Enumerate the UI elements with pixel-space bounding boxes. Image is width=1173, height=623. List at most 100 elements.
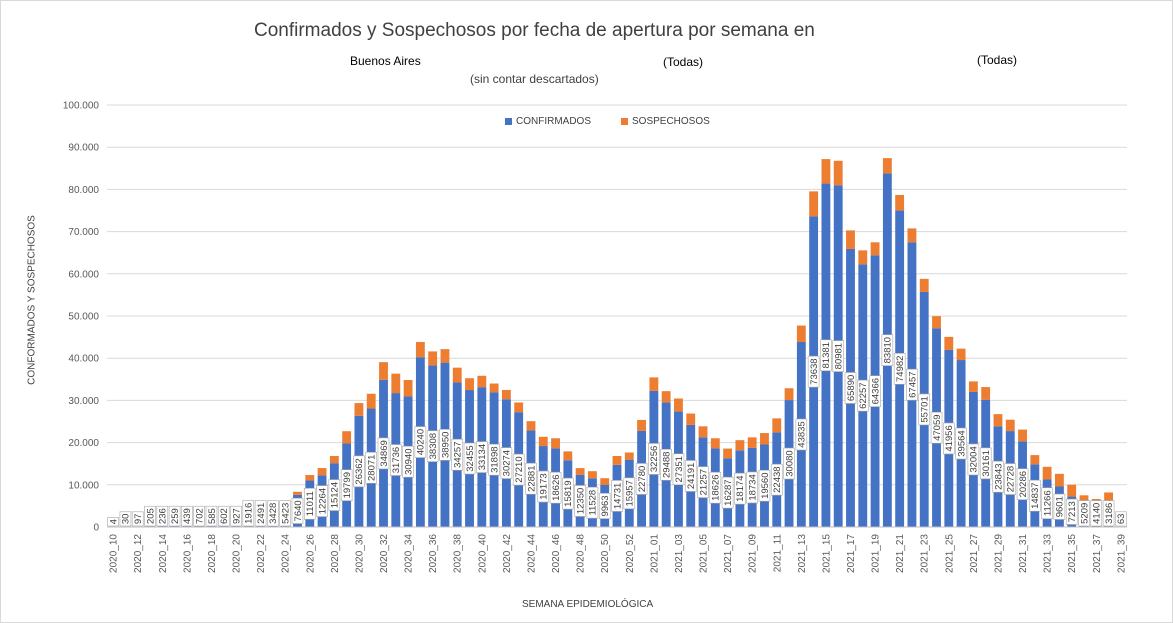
data-label-box [734,472,746,505]
y-tick-label: 90.000 [68,143,99,154]
x-tick-label: 2020_40 [477,534,488,573]
data-label: 5209 [1078,500,1090,527]
x-tick-label: 2020_34 [404,534,415,573]
data-label-box [648,443,660,475]
x-tick-label: 2021_39 [1116,534,1127,573]
data-label: 18734 [746,471,758,504]
data-label: 20286 [1016,468,1029,500]
bar-sospechosos [624,452,634,460]
data-label-text: 67457 [907,371,918,397]
data-label-text: 7213 [1067,501,1078,522]
data-label: 33134 [476,441,488,473]
x-tick-label: 2021_09 [748,534,759,573]
data-label: 32455 [463,442,476,475]
data-label: 97 [131,511,144,527]
bar-sospechosos [637,419,647,431]
data-label-text: 3186 [1104,503,1115,524]
bar-sospechosos [1067,484,1077,497]
data-label-box [537,470,550,503]
x-tick-label: 2020_28 [330,534,341,573]
y-tick-label: 100.000 [63,101,100,112]
data-label-text: 43835 [797,421,808,447]
data-label-text: 29488 [661,452,672,478]
data-label: 19560 [758,469,771,502]
data-label: 205 [144,505,156,527]
data-label-text: 19173 [539,473,550,499]
x-tick-label: 2021_31 [1018,534,1029,573]
y-tick-label: 30.000 [68,396,99,407]
bar-sospechosos [944,336,954,350]
data-label-text: 73638 [809,358,820,384]
data-label-box [402,445,414,478]
data-label: 38308 [426,430,439,462]
data-label-text: 23843 [993,463,1004,489]
data-label-box [598,492,611,519]
data-label-text: 32004 [969,446,980,472]
data-label: 236 [156,505,169,527]
bar-sospechosos [882,158,892,174]
data-label: 24191 [684,460,697,492]
bar-sospechosos [846,230,855,249]
data-label: 18626 [709,471,722,504]
data-label-box [549,471,562,504]
x-tick-label: 2020_44 [526,534,537,573]
data-label: 23843 [992,460,1004,493]
bar-sospechosos [821,159,831,184]
data-label: 30 [119,511,132,527]
bar-sospechosos [452,367,462,383]
data-label-text: 18734 [747,474,758,500]
data-label: 15124 [328,479,341,511]
data-label-text: 27351 [674,456,685,482]
data-label-text: 7640 [293,500,304,521]
data-label-box [1016,468,1029,500]
data-label-text: 40240 [416,429,427,455]
data-label-box [426,430,439,462]
data-label-box [205,505,218,527]
data-label: 702 [193,505,205,527]
data-label-text: 14731 [612,483,623,509]
legend-item-confirmados: CONFIRMADOS [505,116,591,127]
data-label-box [1053,493,1066,520]
data-label: 18626 [549,471,562,504]
data-label: 41956 [943,422,955,455]
data-label-text: 30274 [502,450,513,476]
bar-sospechosos [342,431,352,444]
data-label: 4 [107,517,119,527]
data-label: 19799 [340,469,353,502]
bar-sospechosos [575,468,585,475]
data-label-text: 20286 [1018,471,1029,497]
data-label: 7213 [1065,498,1078,525]
bar-sospechosos [1042,466,1052,480]
bar-sospechosos [858,250,868,265]
data-label-box [365,451,378,484]
x-tick-label: 2021_15 [821,534,832,573]
data-label-box [279,500,291,527]
data-label-box [1115,511,1127,527]
data-label-text: 439 [182,508,193,524]
data-label-text: 31736 [391,447,402,473]
data-label-box [684,460,697,492]
data-label: 39564 [955,427,967,460]
x-tick-label: 2020_12 [133,534,144,573]
data-label: 11011 [303,487,316,520]
x-tick-label: 2020_14 [158,534,169,573]
data-label-box [488,443,500,476]
data-label-text: 21257 [698,469,709,495]
x-tick-label: 2020_30 [354,534,365,573]
bar-sospechosos [674,398,683,412]
bar-sospechosos [317,468,327,476]
bar-sospechosos [870,242,880,256]
data-label-box [1004,463,1017,495]
data-label-text: 26362 [354,458,365,484]
data-label: 4140 [1090,500,1103,527]
bar-sospechosos [649,377,659,391]
data-label: 32004 [967,443,980,476]
data-label-box [930,411,943,444]
bar-sospechosos [1018,429,1027,442]
bar-sospechosos [600,478,610,485]
data-label-text: 16287 [723,479,734,505]
data-label-box [881,334,894,366]
data-label-box [439,429,451,461]
x-tick-label: 2020_22 [256,534,267,573]
data-label: 3186 [1102,500,1115,527]
